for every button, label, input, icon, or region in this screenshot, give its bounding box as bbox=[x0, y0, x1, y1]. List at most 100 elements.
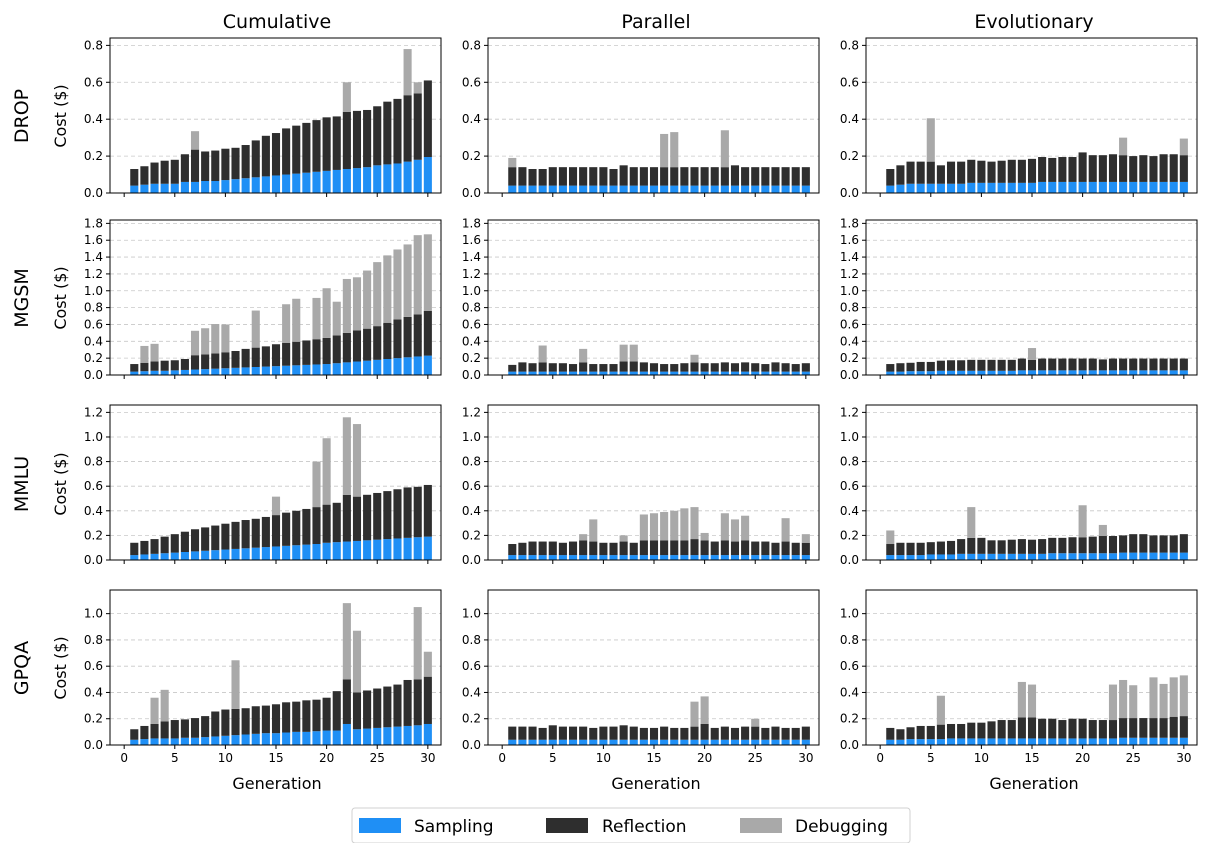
x-tick-label: 0 bbox=[120, 751, 128, 765]
bar-sampling bbox=[1098, 553, 1107, 560]
bar-sampling bbox=[1088, 738, 1097, 745]
y-tick-label: 0.4 bbox=[462, 685, 481, 699]
bar-sampling bbox=[801, 185, 810, 193]
bar-sampling bbox=[548, 555, 557, 560]
bar-reflection bbox=[1179, 155, 1188, 182]
bar-reflection bbox=[251, 140, 260, 178]
bar-sampling bbox=[180, 369, 189, 375]
bar-sampling bbox=[271, 546, 281, 560]
bar-sampling bbox=[801, 739, 810, 745]
y-tick-label: 0.2 bbox=[462, 712, 481, 726]
bar-reflection bbox=[160, 160, 169, 184]
bar-sampling bbox=[690, 185, 699, 193]
bar-debugging bbox=[660, 512, 669, 541]
bar-reflection bbox=[967, 359, 976, 371]
bar-sampling bbox=[977, 182, 986, 193]
bar-sampling bbox=[383, 358, 392, 375]
bar-sampling bbox=[660, 739, 669, 745]
bar-reflection bbox=[1007, 359, 1016, 371]
bar-debugging bbox=[332, 301, 341, 336]
y-tick-label: 1.6 bbox=[84, 233, 103, 247]
x-tick-label: 5 bbox=[927, 751, 935, 765]
bar-sampling bbox=[936, 554, 945, 560]
bar-reflection bbox=[180, 719, 189, 738]
bar-reflection bbox=[332, 502, 341, 543]
bar-reflection bbox=[730, 727, 740, 740]
bar-debugging bbox=[383, 255, 392, 323]
bar-sampling bbox=[548, 185, 557, 193]
y-tick-label: 1.2 bbox=[840, 267, 859, 281]
axes-frame bbox=[109, 589, 442, 746]
bar-sampling bbox=[791, 371, 800, 375]
bar-reflection bbox=[1017, 159, 1026, 183]
bar-sampling bbox=[957, 553, 966, 560]
bar-reflection bbox=[771, 726, 780, 740]
bar-reflection bbox=[660, 726, 669, 740]
bar-reflection bbox=[1017, 539, 1026, 554]
bar-reflection bbox=[342, 332, 351, 363]
bar-reflection bbox=[957, 161, 966, 184]
y-tick-label: 0.6 bbox=[84, 659, 103, 673]
y-tick-label: 1.8 bbox=[840, 216, 859, 230]
bar-sampling bbox=[936, 739, 945, 745]
bar-sampling bbox=[886, 185, 895, 193]
bar-reflection bbox=[271, 704, 281, 734]
y-tick-label: 0.0 bbox=[84, 738, 103, 752]
bar-reflection bbox=[761, 167, 770, 186]
bar-reflection bbox=[700, 723, 709, 740]
y-tick-label: 1.2 bbox=[84, 267, 103, 281]
bar-reflection bbox=[403, 316, 412, 358]
y-tick-label: 1.2 bbox=[462, 405, 481, 419]
bar-sampling bbox=[538, 555, 547, 560]
bar-reflection bbox=[670, 167, 679, 186]
bar-sampling bbox=[1078, 738, 1087, 745]
bar-reflection bbox=[393, 684, 402, 727]
bar-reflection bbox=[1017, 717, 1026, 739]
bar-sampling bbox=[282, 365, 291, 375]
bar-debugging bbox=[1098, 524, 1107, 537]
bar-reflection bbox=[771, 542, 780, 556]
bar-debugging bbox=[322, 438, 331, 505]
bar-reflection bbox=[548, 541, 557, 556]
bar-debugging bbox=[1017, 681, 1026, 718]
y-tick-label: 1.8 bbox=[84, 216, 103, 230]
bar-debugging bbox=[1169, 677, 1178, 717]
y-tick-label: 1.4 bbox=[840, 250, 859, 264]
x-tick-label: 25 bbox=[1126, 751, 1141, 765]
bar-sampling bbox=[579, 555, 588, 560]
bar-reflection bbox=[322, 504, 331, 543]
bar-reflection bbox=[292, 701, 301, 732]
bar-reflection bbox=[170, 360, 179, 371]
bar-reflection bbox=[670, 540, 679, 556]
bar-reflection bbox=[1007, 720, 1016, 739]
bar-reflection bbox=[292, 341, 301, 366]
bar-sampling bbox=[201, 369, 210, 375]
bar-sampling bbox=[946, 370, 956, 375]
bar-debugging bbox=[690, 354, 699, 363]
bar-sampling bbox=[579, 371, 588, 375]
y-tick-label: 0.4 bbox=[462, 334, 481, 348]
y-tick-label: 0.2 bbox=[84, 149, 103, 163]
bar-sampling bbox=[363, 540, 372, 560]
bar-reflection bbox=[558, 542, 567, 556]
bar-reflection bbox=[342, 111, 351, 170]
bar-reflection bbox=[201, 716, 210, 738]
bar-sampling bbox=[150, 370, 159, 375]
bar-sampling bbox=[1169, 181, 1178, 193]
y-tick-label: 0.0 bbox=[84, 186, 103, 200]
bar-sampling bbox=[322, 730, 331, 745]
bar-reflection bbox=[1108, 720, 1118, 739]
bar-sampling bbox=[130, 371, 139, 375]
bar-sampling bbox=[1179, 181, 1188, 193]
bar-sampling bbox=[1149, 181, 1158, 193]
bar-debugging bbox=[160, 689, 169, 722]
bar-sampling bbox=[609, 371, 618, 375]
bar-reflection bbox=[373, 688, 382, 728]
bar-debugging bbox=[201, 328, 210, 355]
bar-sampling bbox=[771, 555, 780, 560]
bar-reflection bbox=[140, 725, 149, 740]
bar-sampling bbox=[670, 555, 679, 560]
bar-sampling bbox=[660, 185, 669, 193]
bar-reflection bbox=[639, 540, 648, 556]
bar-reflection bbox=[639, 167, 648, 186]
